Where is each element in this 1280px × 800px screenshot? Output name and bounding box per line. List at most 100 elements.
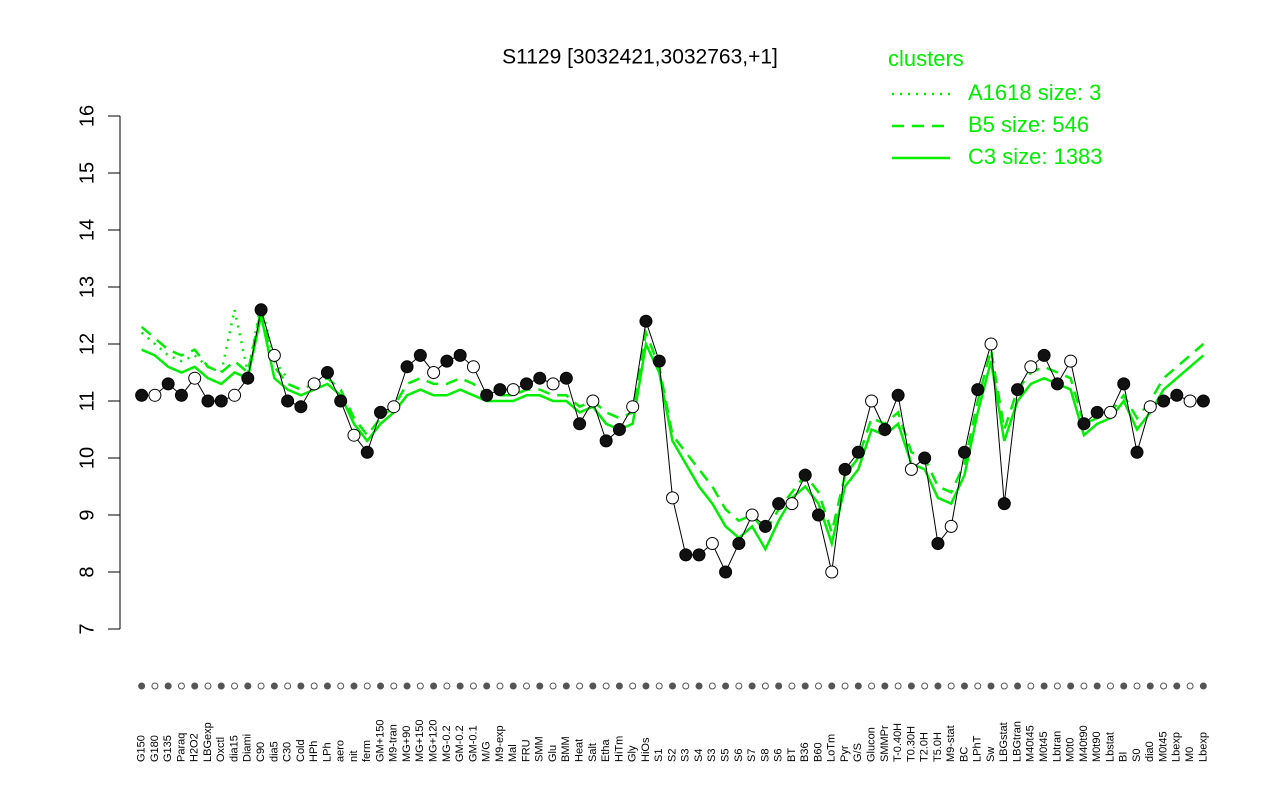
rug: [231, 682, 239, 690]
rug: [722, 682, 730, 690]
rug: [629, 682, 637, 690]
point: [957, 445, 971, 459]
rug: [947, 682, 955, 690]
chart-title: S1129 [3032421,3032763,+1]: [502, 46, 778, 69]
point: [161, 377, 175, 391]
rug: [323, 682, 331, 690]
point: [427, 366, 441, 379]
point: [705, 537, 719, 550]
x-tick-label: Salt: [587, 743, 599, 762]
rug: [974, 682, 982, 690]
point: [652, 354, 666, 368]
rug: [244, 682, 252, 690]
rug: [1027, 682, 1035, 690]
point: [1103, 405, 1117, 419]
rug: [403, 682, 411, 690]
x-tick-label: M40t90: [1078, 725, 1090, 762]
rug: [1199, 682, 1207, 690]
x-tick-label: M0t45: [1157, 731, 1169, 762]
x-tick-label: nit: [348, 750, 360, 762]
rug: [151, 682, 159, 690]
x-tick-label: Mal: [507, 744, 519, 762]
point: [1050, 377, 1064, 391]
x-tick-label: S6: [733, 749, 745, 762]
point: [758, 519, 772, 533]
rug: [443, 682, 451, 690]
x-tick-label: M40t45: [1025, 725, 1037, 762]
x-tick-label: S3: [706, 749, 718, 762]
point: [719, 565, 733, 579]
x-tick-label: M9-tran: [388, 724, 400, 762]
point: [347, 428, 361, 442]
point: [1117, 377, 1131, 391]
x-tick-label: dia5: [268, 741, 280, 762]
rug: [854, 682, 862, 690]
y-tick-label: 14: [76, 219, 98, 241]
x-tick-label: M9-exp: [494, 725, 506, 762]
rug: [390, 682, 398, 690]
rug: [708, 682, 716, 690]
rug: [337, 682, 345, 690]
rug: [828, 682, 836, 690]
rug: [1040, 682, 1048, 690]
point: [1024, 360, 1038, 374]
point: [559, 371, 573, 385]
point: [1170, 388, 1184, 402]
point: [135, 388, 149, 402]
x-tick-label: Sw: [985, 747, 997, 762]
x-tick-label: MG+120: [428, 720, 440, 763]
x-tick-label: dia15: [228, 735, 240, 762]
rug: [1106, 682, 1114, 690]
rug: [761, 682, 769, 690]
point: [573, 417, 587, 431]
point: [214, 394, 228, 408]
point: [546, 377, 560, 391]
y-tick-label: 11: [76, 391, 98, 412]
rug: [748, 682, 756, 690]
rug: [841, 682, 849, 690]
point: [997, 497, 1011, 511]
rug: [775, 682, 783, 690]
rug: [589, 682, 597, 690]
rug: [377, 682, 385, 690]
x-tick-label: M0t90: [1091, 731, 1103, 762]
rug: [483, 682, 491, 690]
point: [878, 423, 892, 436]
x-tick-label: S4: [693, 749, 705, 762]
x-tick-label: M0t45: [1038, 731, 1050, 762]
rug: [310, 682, 318, 690]
point: [785, 497, 799, 511]
point: [188, 371, 202, 385]
x-tick-label: HPh: [308, 741, 320, 762]
x-tick-label: GM-0.1: [467, 725, 479, 762]
x-tick-label: S7: [746, 749, 758, 762]
rug: [496, 682, 504, 690]
rug: [602, 682, 610, 690]
x-tick-label: G150: [136, 735, 148, 762]
x-tick-label: Paraq: [175, 733, 187, 762]
x-tick-label: LoTm: [826, 734, 838, 762]
point: [228, 388, 242, 402]
x-tick-label: Oxctl: [215, 737, 227, 762]
x-tick-label: MG-0.2: [441, 725, 453, 762]
x-tick-label: Gly: [627, 745, 639, 762]
rug: [270, 682, 278, 690]
point: [148, 388, 162, 402]
rug: [814, 682, 822, 690]
point: [174, 388, 188, 402]
y-tick-label: 9: [76, 509, 98, 520]
rug: [177, 682, 185, 690]
x-tick-label: aero: [335, 740, 347, 762]
rug: [1080, 682, 1088, 690]
point: [241, 371, 255, 385]
point: [931, 537, 945, 550]
point: [599, 434, 613, 448]
x-tick-label: S8: [759, 749, 771, 762]
point: [506, 383, 520, 397]
point: [825, 565, 839, 579]
x-tick-label: S5: [719, 749, 731, 762]
x-tick-label: Diami: [242, 734, 254, 762]
point: [533, 371, 547, 385]
